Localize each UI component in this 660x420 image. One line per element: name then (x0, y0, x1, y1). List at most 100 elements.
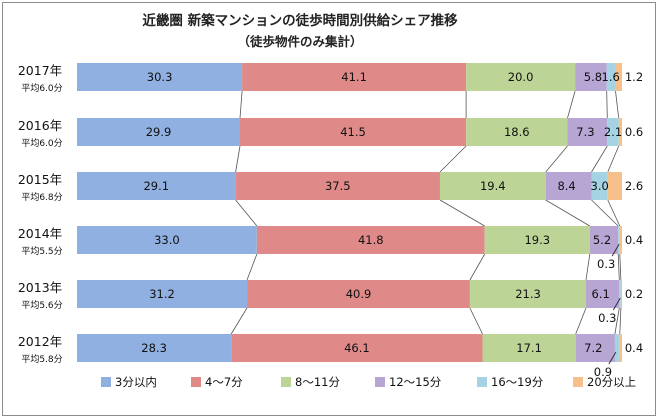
bar-segment-4-4 (619, 280, 621, 308)
leader-line-5 (608, 351, 617, 365)
bar-segment-3-5 (619, 226, 622, 254)
value-label-5-3: 7.2 (584, 341, 602, 355)
legend-swatch-3 (375, 377, 385, 387)
connector-line-4-3 (614, 307, 620, 335)
average-label-3: 平均5.5分 (21, 245, 62, 257)
value-label-3-2: 19.3 (524, 233, 550, 247)
legend-label-1: 4〜7分 (205, 375, 243, 389)
chart-frame (2, 2, 656, 416)
bar-segment-5-2 (482, 334, 576, 362)
connector-line-3-0 (246, 253, 258, 281)
value-label-2-3: 8.4 (557, 179, 575, 193)
average-label-1: 平均6.0分 (21, 137, 62, 149)
value-label-4-0: 31.2 (149, 287, 175, 301)
value-label-3-3: 5.2 (593, 233, 611, 247)
bar-segment-1-5 (618, 118, 622, 146)
value-label-3-4: 0.3 (597, 257, 615, 271)
connector-line-0-2 (567, 90, 576, 119)
bar-segment-4-5 (620, 280, 623, 308)
average-label-0: 平均6.0分 (21, 82, 62, 94)
value-label-5-0: 28.3 (141, 341, 167, 355)
value-label-4-5: 0.2 (625, 287, 643, 301)
value-label-0-5: 1.2 (625, 70, 643, 84)
connector-line-1-2 (545, 145, 568, 173)
value-label-0-2: 20.0 (508, 70, 534, 84)
bar-segment-3-3 (589, 226, 619, 254)
value-label-4-4: 0.3 (598, 311, 616, 325)
value-label-0-0: 30.3 (147, 70, 173, 84)
value-label-5-5: 0.4 (625, 341, 643, 355)
value-label-4-1: 40.9 (346, 287, 372, 301)
connector-line-3-4 (619, 253, 622, 281)
bar-segment-4-3 (586, 280, 620, 308)
legend-swatch-4 (477, 377, 487, 387)
value-label-1-0: 29.9 (146, 125, 172, 139)
bar-segment-2-1 (235, 172, 440, 200)
bar-segment-1-3 (567, 118, 608, 146)
bar-segment-2-0 (77, 172, 236, 200)
value-label-5-2: 17.1 (516, 341, 542, 355)
value-label-2-0: 29.1 (143, 179, 169, 193)
connector-line-2-4 (607, 199, 621, 227)
value-label-2-2: 19.4 (480, 179, 506, 193)
value-label-1-2: 18.6 (504, 125, 530, 139)
bar-segment-2-4 (591, 172, 608, 200)
bar-segment-2-2 (439, 172, 546, 200)
value-label-4-2: 21.3 (515, 287, 541, 301)
bar-segment-0-4 (606, 63, 616, 91)
bar-segment-0-0 (77, 63, 243, 91)
bar-segment-3-1 (256, 226, 485, 254)
bar-segment-3-0 (77, 226, 257, 254)
average-label-5: 平均5.8分 (21, 353, 62, 365)
bar-segment-5-5 (619, 334, 622, 362)
legend-swatch-2 (281, 377, 291, 387)
connector-line-4-1 (469, 307, 483, 335)
legend-label-5: 20分以上 (587, 375, 636, 389)
connector-line-0-0 (239, 90, 243, 119)
bar-segment-4-1 (247, 280, 470, 308)
value-label-1-5: 0.6 (625, 125, 643, 139)
bar-segment-1-0 (77, 118, 240, 146)
connector-line-4-0 (230, 307, 248, 335)
value-label-2-5: 2.6 (625, 179, 643, 193)
legend-label-3: 12〜15分 (389, 375, 442, 389)
connector-line-1-3 (591, 145, 608, 173)
connector-line-1-4 (607, 145, 620, 173)
legend-swatch-5 (573, 377, 583, 387)
value-label-3-0: 33.0 (154, 233, 180, 247)
year-label-1: 2016年 (18, 118, 62, 133)
bar-segment-3-2 (484, 226, 590, 254)
connector-line-3-1 (469, 253, 486, 281)
bar-segment-4-0 (77, 280, 248, 308)
average-label-4: 平均5.6分 (21, 299, 62, 311)
value-label-0-3: 5.8 (584, 70, 602, 84)
connector-line-0-4 (615, 90, 620, 119)
connector-line-0-3 (606, 90, 608, 119)
legend-swatch-0 (101, 377, 111, 387)
year-label-2: 2015年 (18, 172, 62, 187)
value-label-2-4: 3.0 (591, 179, 609, 193)
value-label-3-1: 41.8 (358, 233, 384, 247)
connector-line-2-3 (591, 199, 619, 227)
connector-line-4-4 (619, 307, 622, 335)
connector-line-4-2 (575, 307, 587, 335)
bar-segment-1-2 (466, 118, 568, 146)
bar-segment-0-3 (575, 63, 607, 91)
leader-line-3 (611, 243, 620, 257)
value-label-5-4: 0.9 (594, 365, 612, 379)
bar-segment-5-0 (77, 334, 232, 362)
value-label-4-3: 6.1 (592, 287, 610, 301)
year-label-5: 2012年 (18, 334, 62, 349)
connector-line-1-1 (439, 145, 467, 173)
year-label-3: 2014年 (18, 226, 62, 241)
connector-line-1-0 (235, 145, 241, 173)
bar-segment-2-3 (545, 172, 592, 200)
legend-label-2: 8〜11分 (295, 375, 340, 389)
bar-segment-4-2 (469, 280, 587, 308)
bar-segment-0-1 (242, 63, 467, 91)
connector-line-2-2 (545, 199, 591, 227)
value-label-2-1: 37.5 (325, 179, 351, 193)
value-label-1-3: 7.3 (576, 125, 594, 139)
legend-swatch-1 (191, 377, 201, 387)
